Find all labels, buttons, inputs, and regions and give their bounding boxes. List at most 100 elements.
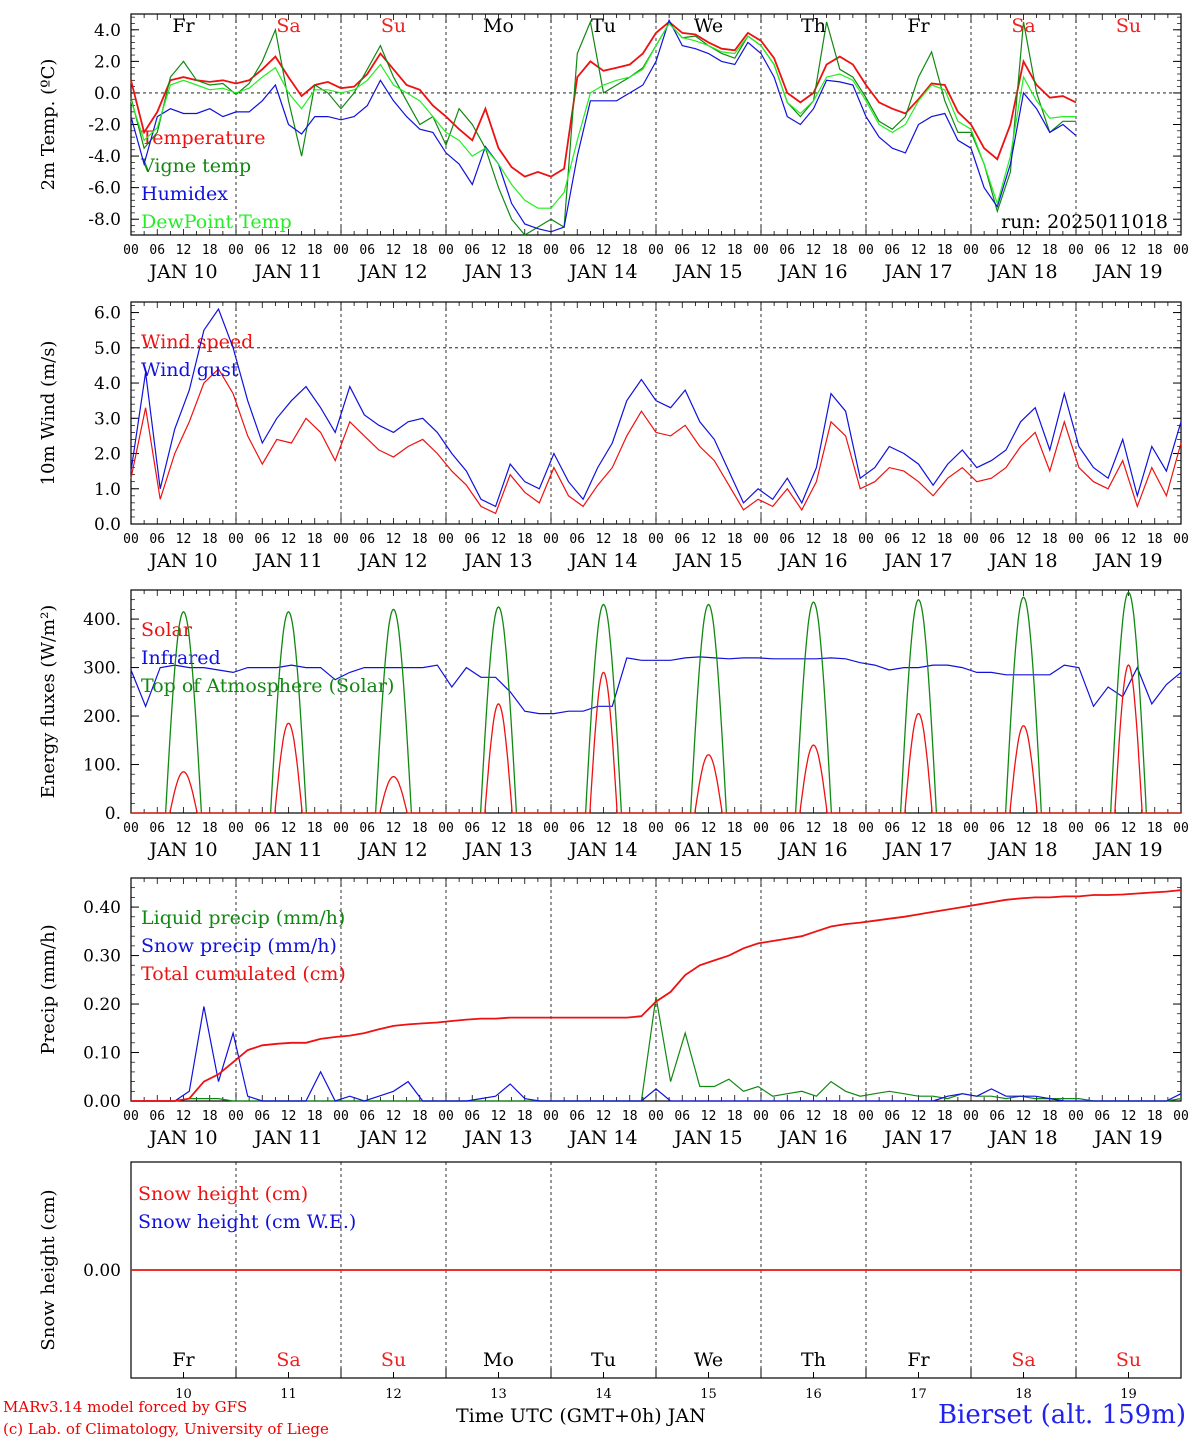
hour-tick-label: 12	[1121, 243, 1137, 258]
hour-tick-label: 12	[806, 1109, 822, 1124]
hour-tick-label: 18	[832, 243, 848, 258]
y-axis-label: 2m Temp. (ºC)	[38, 59, 59, 191]
hour-tick-label: 00	[438, 243, 454, 258]
hour-tick-label: 12	[1121, 1109, 1137, 1124]
hour-tick-label: 00	[753, 243, 769, 258]
hour-tick-label: 06	[149, 1109, 165, 1124]
hour-tick-label: 00	[1173, 1109, 1189, 1124]
y-tick-label: 5.0	[94, 339, 121, 359]
y-tick-label: 0.20	[83, 995, 121, 1015]
hour-tick-label: 18	[937, 821, 953, 836]
day-number: 11	[280, 1387, 297, 1402]
hour-tick-label: 06	[674, 1109, 690, 1124]
series-line-infrared	[130, 656, 1182, 715]
weekday-label: Su	[381, 1349, 406, 1371]
hour-tick-label: 06	[569, 1109, 585, 1124]
date-label: JAN 13	[462, 839, 532, 861]
hour-tick-label: 12	[701, 243, 717, 258]
y-axis-label: 10m Wind (m/s)	[38, 341, 59, 486]
legend-entry: Infrared	[141, 647, 221, 669]
hour-tick-label: 00	[228, 532, 244, 547]
hour-tick-label: 06	[149, 821, 165, 836]
date-label: JAN 16	[777, 1127, 847, 1149]
credit-line-1: MARv3.14 model forced by GFS	[3, 1398, 248, 1416]
run-annotation: run: 2025011018	[1001, 211, 1168, 233]
weekday-label: Sa	[276, 15, 300, 37]
hour-tick-label: 00	[543, 1109, 559, 1124]
date-label: JAN 12	[357, 1127, 427, 1149]
hour-tick-label: 06	[359, 532, 375, 547]
series-line-total-cumulated-cm-	[131, 889, 1182, 1102]
hour-tick-label: 18	[622, 243, 638, 258]
hour-tick-label: 06	[569, 821, 585, 836]
hour-tick-label: 18	[622, 821, 638, 836]
hour-tick-label: 00	[858, 243, 874, 258]
hour-tick-label: 06	[989, 532, 1005, 547]
hour-tick-label: 18	[832, 821, 848, 836]
y-tick-label: 2.0	[94, 52, 121, 72]
series-line-toa	[131, 591, 1181, 814]
date-label: JAN 10	[147, 261, 217, 283]
legend-entry: Snow height (cm)	[138, 1183, 308, 1205]
date-label: JAN 19	[1092, 550, 1162, 572]
date-label: JAN 13	[462, 1127, 532, 1149]
hour-tick-label: 06	[1094, 821, 1110, 836]
hour-tick-label: 18	[202, 821, 218, 836]
date-label: JAN 15	[672, 1127, 742, 1149]
hour-tick-label: 12	[596, 532, 612, 547]
hour-tick-label: 18	[832, 1109, 848, 1124]
hour-tick-label: 06	[1094, 532, 1110, 547]
hour-tick-label: 12	[911, 243, 927, 258]
hour-tick-label: 18	[517, 1109, 533, 1124]
hour-tick-label: 12	[1121, 532, 1137, 547]
hour-tick-label: 12	[806, 821, 822, 836]
hour-tick-label: 00	[228, 243, 244, 258]
date-label: JAN 14	[567, 261, 637, 283]
hour-tick-label: 00	[333, 532, 349, 547]
legend-entry: Snow precip (mm/h)	[141, 935, 337, 957]
date-label: JAN 13	[462, 550, 532, 572]
hour-tick-label: 12	[176, 532, 192, 547]
weekday-label: Th	[801, 15, 826, 37]
hour-tick-label: 06	[464, 243, 480, 258]
station-label: Bierset (alt. 159m)	[937, 1400, 1186, 1430]
y-tick-label: -2.0	[88, 116, 121, 136]
date-label: JAN 19	[1092, 839, 1162, 861]
weekday-label: Sa	[276, 1349, 300, 1371]
y-tick-label: -6.0	[88, 179, 121, 199]
weekday-label: We	[694, 1349, 723, 1371]
day-number: 17	[910, 1387, 927, 1402]
hour-tick-label: 00	[1068, 1109, 1084, 1124]
hour-tick-label: 00	[753, 821, 769, 836]
date-label: JAN 14	[567, 1127, 637, 1149]
hour-tick-label: 06	[254, 821, 270, 836]
hour-tick-label: 06	[359, 1109, 375, 1124]
hour-tick-label: 06	[779, 532, 795, 547]
series-line-temperature	[130, 20, 1077, 178]
hour-tick-label: 18	[937, 532, 953, 547]
series-line-snow-precip-mm-h-	[131, 1006, 1182, 1102]
day-number: 18	[1015, 1387, 1032, 1402]
hour-tick-label: 00	[438, 821, 454, 836]
hour-tick-label: 18	[202, 1109, 218, 1124]
hour-tick-label: 06	[674, 243, 690, 258]
weekday-label: We	[694, 15, 723, 37]
date-label: JAN 11	[252, 261, 322, 283]
date-label: JAN 17	[882, 1127, 952, 1149]
hour-tick-label: 12	[596, 821, 612, 836]
date-label: JAN 18	[987, 1127, 1057, 1149]
hour-tick-label: 00	[648, 532, 664, 547]
legend-entry: Wind speed	[141, 331, 253, 353]
date-label: JAN 13	[462, 261, 532, 283]
hour-tick-label: 12	[701, 532, 717, 547]
hour-tick-label: 00	[648, 821, 664, 836]
hour-tick-label: 00	[543, 243, 559, 258]
hour-tick-label: 00	[543, 821, 559, 836]
hour-tick-label: 00	[543, 532, 559, 547]
hour-tick-label: 00	[963, 532, 979, 547]
hour-tick-label: 12	[491, 532, 507, 547]
hour-tick-label: 06	[359, 821, 375, 836]
day-number: 14	[595, 1387, 612, 1402]
hour-tick-label: 06	[884, 1109, 900, 1124]
